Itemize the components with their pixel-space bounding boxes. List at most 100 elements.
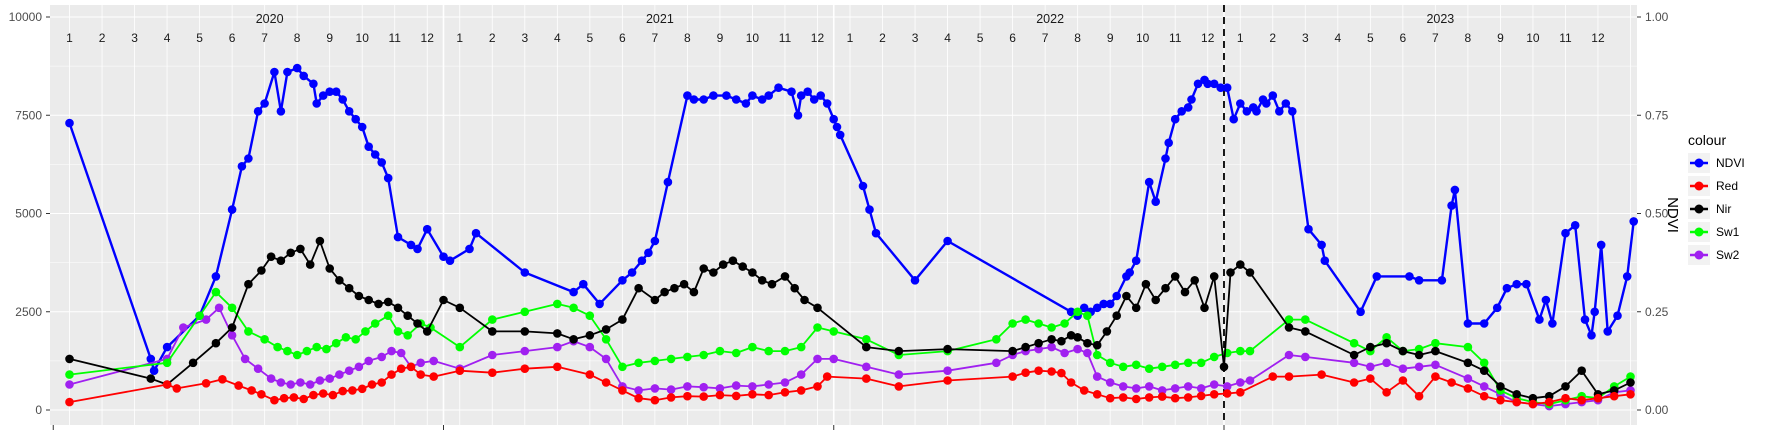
data-point-ndvi xyxy=(439,252,448,261)
month-label: 1 xyxy=(847,31,854,45)
data-point-red xyxy=(618,386,627,395)
data-point-ndvi xyxy=(1252,107,1261,116)
data-point-sw1 xyxy=(283,346,292,356)
data-point-nir xyxy=(1561,382,1570,391)
data-point-red xyxy=(416,370,426,379)
data-point-ndvi xyxy=(650,236,660,246)
data-point-ndvi xyxy=(1561,228,1570,238)
data-point-nir xyxy=(1398,346,1408,356)
data-point-sw2 xyxy=(1105,378,1115,387)
data-point-sw1 xyxy=(322,344,331,354)
data-point-ndvi xyxy=(211,272,221,281)
legend-title: colour xyxy=(1688,132,1726,148)
data-point-nir xyxy=(601,325,611,334)
data-point-sw1 xyxy=(65,370,74,379)
data-point-red xyxy=(1447,378,1456,387)
data-point-nir xyxy=(679,279,689,289)
data-point-red xyxy=(666,393,676,402)
data-point-nir xyxy=(585,331,595,340)
data-point-ndvi xyxy=(1262,99,1271,108)
data-point-nir xyxy=(65,354,74,364)
month-label: 8 xyxy=(684,31,691,45)
data-point-sw2 xyxy=(429,356,439,366)
data-point-sw1 xyxy=(341,333,351,342)
data-point-red xyxy=(1268,372,1278,381)
data-point-nir xyxy=(1066,331,1076,340)
data-point-nir xyxy=(894,346,904,356)
data-point-sw2 xyxy=(520,346,530,356)
data-point-ndvi xyxy=(1151,197,1160,206)
data-point-nir xyxy=(790,283,799,293)
data-point-red xyxy=(1398,376,1408,385)
data-point-ndvi xyxy=(1164,138,1173,148)
data-point-red xyxy=(1236,388,1245,397)
data-point-red xyxy=(1047,367,1056,376)
data-point-nir xyxy=(618,315,627,324)
data-point-red xyxy=(634,393,643,403)
data-point-red xyxy=(1609,391,1619,401)
data-point-ndvi xyxy=(253,107,263,116)
data-point-red xyxy=(1170,393,1180,403)
data-point-sw2 xyxy=(1301,352,1310,362)
data-point-sw1 xyxy=(1626,372,1635,381)
data-point-nir xyxy=(862,342,871,352)
month-label: 5 xyxy=(977,31,984,45)
data-point-nir xyxy=(1190,276,1199,285)
data-point-nir xyxy=(689,287,699,297)
left-tick-label: 10000 xyxy=(9,10,43,24)
left-tick-label: 2500 xyxy=(15,305,42,319)
data-point-nir xyxy=(1528,393,1538,403)
month-label: 11 xyxy=(388,31,401,45)
data-point-sw2 xyxy=(1196,384,1206,393)
legend-key-point xyxy=(1694,204,1704,214)
data-point-ndvi xyxy=(595,299,604,309)
series-nir xyxy=(65,236,1635,403)
data-point-ndvi xyxy=(283,67,292,77)
data-point-ndvi xyxy=(816,91,825,100)
data-point-nir xyxy=(757,276,767,285)
data-point-ndvi xyxy=(370,150,380,159)
data-point-sw2 xyxy=(683,382,692,391)
data-point-ndvi xyxy=(644,248,653,258)
data-point-nir xyxy=(1112,311,1121,321)
data-point-sw2 xyxy=(894,370,904,379)
data-point-red xyxy=(1105,393,1115,403)
data-point-ndvi xyxy=(1275,107,1284,116)
data-point-ndvi xyxy=(709,91,718,100)
data-point-sw1 xyxy=(601,335,611,344)
data-point-sw1 xyxy=(829,327,838,336)
data-point-ndvi xyxy=(1587,331,1596,340)
data-point-sw1 xyxy=(292,350,302,360)
month-label: 11 xyxy=(1559,31,1572,45)
month-label: 4 xyxy=(164,31,171,45)
month-label: 1 xyxy=(1237,31,1244,45)
left-tick-label: 5000 xyxy=(15,207,42,221)
data-point-ndvi xyxy=(722,91,731,100)
data-point-red xyxy=(520,364,530,374)
legend-item-sw1: Sw1 xyxy=(1688,222,1740,242)
data-point-sw2 xyxy=(335,370,344,379)
data-point-sw2 xyxy=(780,378,790,387)
data-point-red xyxy=(247,386,256,395)
data-point-ndvi xyxy=(1541,295,1551,305)
month-label: 6 xyxy=(619,31,626,45)
data-point-ndvi xyxy=(618,276,627,285)
year-label: 2022 xyxy=(1036,12,1064,26)
legend-label: Sw1 xyxy=(1716,225,1740,239)
data-point-ndvi xyxy=(1479,319,1489,328)
data-point-ndvi xyxy=(1320,256,1330,266)
data-point-sw2 xyxy=(715,384,725,393)
data-point-nir xyxy=(374,299,383,309)
data-point-red xyxy=(1222,389,1232,398)
data-point-ndvi xyxy=(1450,185,1460,195)
data-point-sw2 xyxy=(1157,386,1167,395)
data-point-sw2 xyxy=(1144,382,1154,391)
data-point-red xyxy=(357,384,367,394)
month-label: 1 xyxy=(66,31,73,45)
data-point-sw2 xyxy=(731,381,741,390)
data-point-sw1 xyxy=(992,335,1001,344)
data-point-red xyxy=(553,362,562,372)
data-point-ndvi xyxy=(627,268,637,277)
data-point-nir xyxy=(305,260,315,269)
